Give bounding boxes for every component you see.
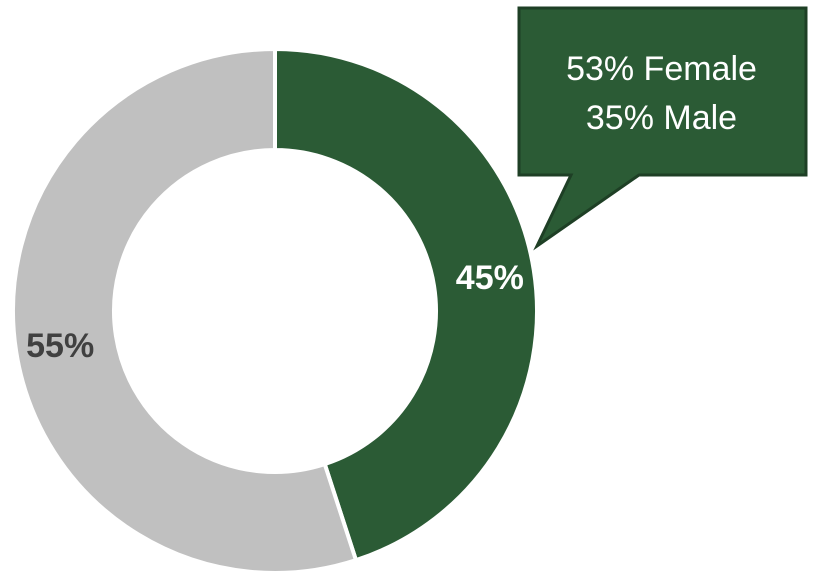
callout-box: 53% Female 35% Male (517, 6, 808, 251)
donut-data-label-1: 55% (26, 327, 94, 365)
callout-line-female: 53% Female (566, 50, 757, 88)
donut-slices (11, 46, 539, 575)
callout-line-male: 35% Male (586, 99, 737, 137)
donut-data-labels: 45% 55% (26, 259, 524, 365)
donut-data-label-0: 45% (456, 259, 524, 297)
donut-slice-0 (273, 46, 539, 563)
donut-slice-1 (11, 46, 359, 575)
callout-shape (517, 6, 808, 251)
